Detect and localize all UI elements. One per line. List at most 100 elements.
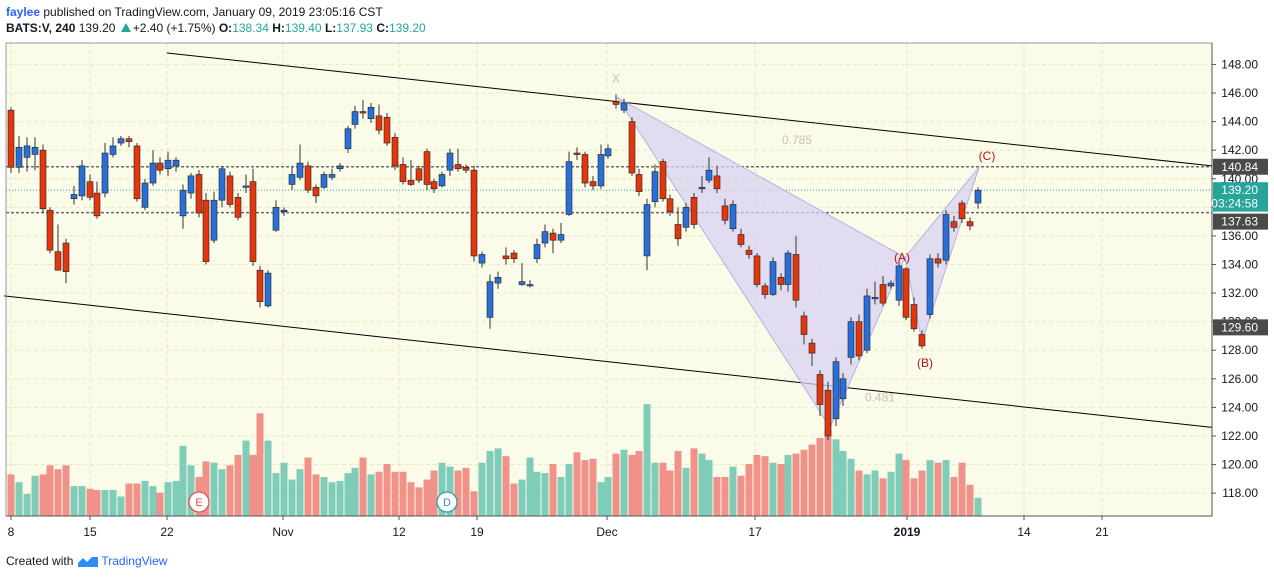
event-marker[interactable] [188, 491, 210, 513]
candle-body [879, 284, 887, 304]
candle-body [958, 202, 966, 220]
pattern-annotation[interactable]: (A) [894, 250, 910, 264]
price-axis[interactable]: 118.00120.00122.00124.00126.00128.00130.… [1212, 57, 1258, 500]
pattern-annotation[interactable]: 0.785 [782, 133, 812, 147]
candle-body [729, 204, 737, 230]
volume-bar [312, 474, 320, 516]
volume-bar [784, 454, 792, 516]
open-value: 138.34 [232, 21, 269, 35]
volume-bar [533, 471, 541, 516]
candle-body [375, 115, 383, 131]
volume-bar [109, 490, 117, 516]
candle-body [256, 269, 264, 302]
candle-body [304, 165, 312, 191]
candle-body [950, 221, 958, 228]
close-value: 139.20 [389, 21, 426, 35]
candle-body [753, 255, 761, 285]
time-tick-label: 17 [748, 525, 762, 539]
volume-bar [462, 467, 470, 516]
candle-body [210, 199, 218, 241]
author-link[interactable]: faylee [6, 5, 41, 19]
channel-line[interactable] [3, 295, 1213, 428]
candle-body [187, 175, 195, 194]
candle-body [549, 232, 557, 241]
candle-body [486, 281, 494, 318]
candle-body [202, 199, 210, 262]
candle-body [620, 102, 628, 111]
volume-bar [351, 467, 359, 516]
candle-body [172, 159, 180, 167]
candle-body [54, 251, 62, 271]
volume-bar [454, 470, 462, 516]
candle-body [494, 277, 502, 284]
pattern-annotation[interactable]: X [612, 72, 620, 86]
candle-body [86, 181, 94, 198]
candle-body [839, 378, 847, 400]
volume-bar [643, 404, 651, 516]
pattern-annotation[interactable]: 0.481 [865, 390, 895, 404]
price-label-box [1213, 195, 1268, 212]
volume-bar [320, 477, 328, 516]
volume-bar [620, 449, 628, 516]
tradingview-link[interactable]: TradingView [101, 554, 168, 568]
volume-bar [863, 474, 871, 516]
candle-body [70, 194, 78, 200]
candle-body [7, 109, 15, 168]
candle-body [109, 145, 117, 155]
volume-bar [628, 454, 636, 516]
volume-bar [942, 460, 950, 516]
time-axis[interactable]: 8 15 22 Nov 12 19 Dec 17 2019 14 21 [8, 516, 1109, 539]
volume-bar [847, 458, 855, 516]
pattern-annotation[interactable]: (B) [917, 356, 933, 370]
candle-body [46, 209, 54, 251]
price-tick-label: 144.00 [1221, 115, 1258, 129]
candle-body [296, 162, 304, 178]
event-marker[interactable] [436, 491, 458, 513]
price-tick-label: 120.00 [1221, 458, 1258, 472]
candle-body [510, 252, 518, 260]
candle-body [438, 174, 446, 187]
time-tick-label: 15 [83, 525, 97, 539]
candle-body [651, 171, 659, 202]
candle-body [446, 152, 454, 171]
candle-body [887, 282, 895, 287]
candle-body [934, 258, 942, 264]
pattern-annotation[interactable]: (C) [979, 149, 996, 163]
time-tick-label: Dec [596, 525, 617, 539]
volume-bar [62, 465, 70, 516]
candle-body [478, 254, 486, 264]
candle-body [141, 182, 149, 208]
candle-body [218, 168, 226, 201]
candle-body [698, 187, 706, 190]
volume-bar [926, 460, 934, 516]
candle-body [133, 145, 141, 200]
volume-bar [288, 479, 296, 516]
candle-body [328, 174, 336, 178]
candle-body [344, 128, 352, 150]
candle-body [816, 374, 824, 405]
volume-bar [682, 467, 690, 516]
volume-bar [383, 464, 391, 516]
plot-area[interactable] [6, 43, 1212, 516]
candle-body [918, 334, 926, 347]
candle-body [682, 207, 690, 228]
volume-bar [344, 473, 352, 516]
candle-body [351, 111, 359, 125]
volume-bar [887, 471, 895, 516]
price-tick-label: 126.00 [1221, 372, 1258, 386]
volume-bar [541, 473, 549, 516]
candle-body [604, 148, 612, 157]
high-label: H: [272, 21, 285, 35]
price-label-box [1213, 319, 1268, 336]
published-text: published on TradingView.com, January 09… [43, 5, 383, 19]
candle-body [179, 189, 187, 217]
candle-body [643, 204, 651, 257]
event-marker-label: D [443, 497, 451, 509]
candle-body [855, 321, 863, 357]
channel-line[interactable] [166, 52, 1213, 167]
volume-bar [31, 475, 39, 516]
created-with-text: Created with [6, 554, 74, 568]
candle-body [942, 214, 950, 261]
